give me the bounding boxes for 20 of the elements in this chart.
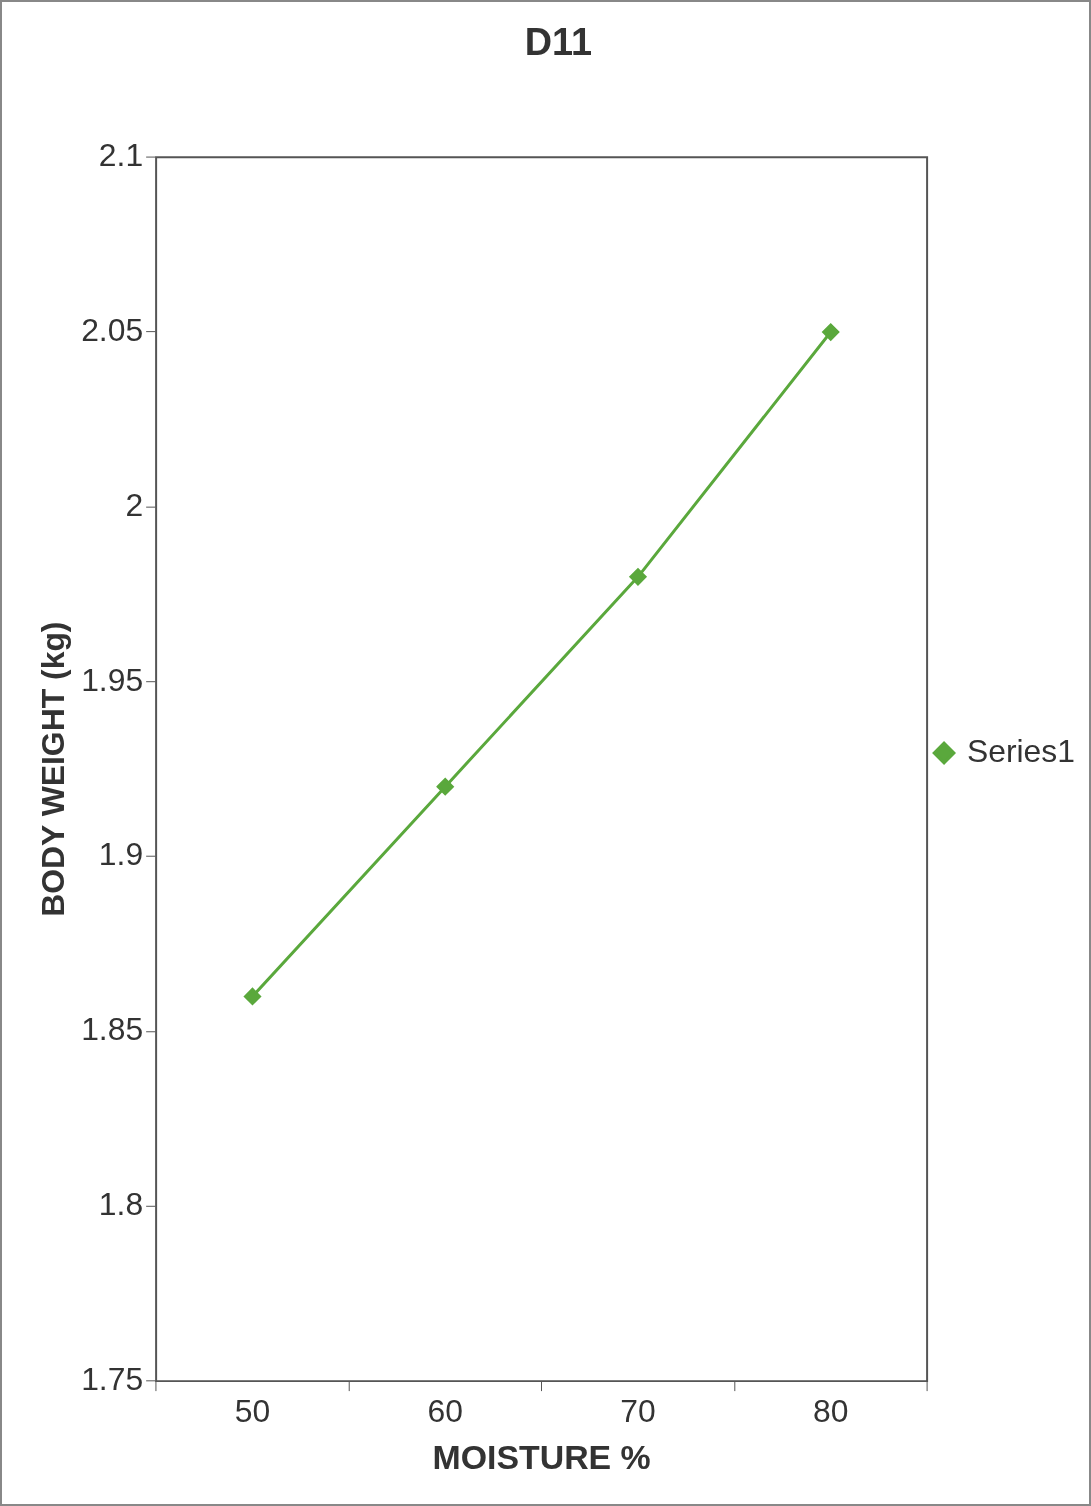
legend-label: Series1 xyxy=(966,732,1075,769)
x-tick-label: 50 xyxy=(234,1393,271,1430)
point xyxy=(244,987,261,1005)
chart-title: D11 xyxy=(524,21,593,64)
y-axis-title: BODY WEIGHT (kg) xyxy=(34,621,71,917)
point xyxy=(436,778,454,796)
y-tick-label: 1.8 xyxy=(98,1186,144,1223)
y-tick-label: 2.1 xyxy=(98,136,144,173)
y-tick-label: 2.05 xyxy=(81,311,144,348)
y-tick-label: 1.95 xyxy=(81,661,144,698)
x-tick-label: 80 xyxy=(813,1393,849,1430)
y-tick-label: 1.9 xyxy=(98,836,144,873)
y-tick-label: 2 xyxy=(125,486,144,523)
y-tick-label: 1.75 xyxy=(81,1360,144,1397)
x-tick-label: 60 xyxy=(427,1393,463,1430)
x-tick-label: 70 xyxy=(620,1393,656,1430)
x-axis-title: MOISTURE % xyxy=(432,1438,651,1477)
point xyxy=(629,568,647,586)
point xyxy=(822,323,840,341)
y-tick-label: 1.85 xyxy=(81,1011,144,1048)
